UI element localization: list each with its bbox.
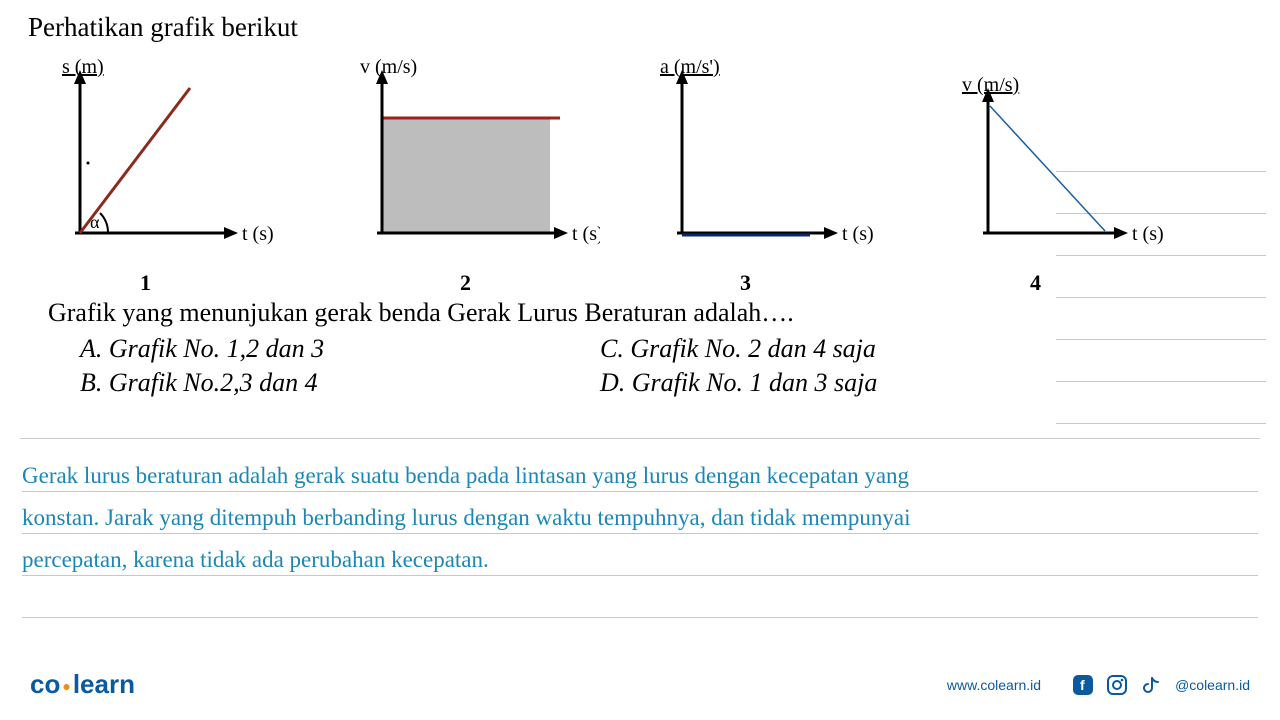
svg-text:α: α [90, 212, 100, 232]
explain-line-1: Gerak lurus beraturan adalah gerak suatu… [22, 463, 909, 489]
logo-learn: learn [73, 669, 135, 699]
chart1-xlabel: t (s) [242, 223, 274, 245]
chart4-ylabel: v (m/s) [962, 74, 1019, 96]
chart2-xlabel: t (s) [572, 223, 600, 245]
chart-4-number: 4 [1030, 270, 1041, 296]
option-a: A. Grafik No. 1,2 dan 3 [80, 334, 600, 364]
divider [20, 438, 1260, 439]
footer-right: www.colearn.id f @colearn.id [947, 675, 1250, 695]
explanation-block: Gerak lurus beraturan adalah gerak suatu… [22, 450, 1258, 618]
question-text: Grafik yang menunjukan gerak benda Gerak… [48, 298, 794, 328]
chart-4: v (m/s) t (s) 4 [960, 58, 1200, 268]
svg-text:f: f [1080, 677, 1085, 693]
chart-1-number: 1 [140, 270, 151, 296]
facebook-icon: f [1073, 675, 1093, 695]
explain-line-3: percepatan, karena tidak ada perubahan k… [22, 547, 489, 573]
chart1-ylabel: s (m) [62, 58, 104, 78]
tiktok-icon [1141, 675, 1161, 695]
logo-co: co [30, 669, 60, 699]
options-block: A. Grafik No. 1,2 dan 3 C. Grafik No. 2 … [80, 334, 1180, 402]
charts-row: α s (m) t (s) 1 v (m/s) t (s) 2 [60, 58, 1220, 278]
chart3-ylabel: a (m/s') [660, 58, 720, 78]
chart-2-number: 2 [460, 270, 471, 296]
explain-line-2: konstan. Jarak yang ditempuh berbanding … [22, 505, 911, 531]
chart-1: α s (m) t (s) 1 [60, 58, 300, 268]
chart-3: a (m/s') t (s) 3 [660, 58, 900, 268]
chart-2: v (m/s) t (s) 2 [360, 58, 600, 268]
option-c: C. Grafik No. 2 dan 4 saja [600, 334, 1120, 364]
chart4-xlabel: t (s) [1132, 223, 1164, 245]
logo: co●learn [30, 669, 135, 700]
chart3-xlabel: t (s) [842, 223, 874, 245]
chart2-ylabel: v (m/s) [360, 58, 417, 78]
option-b: B. Grafik No.2,3 dan 4 [80, 368, 600, 398]
footer: co●learn www.colearn.id f @colearn.id [30, 669, 1250, 700]
footer-url: www.colearn.id [947, 677, 1041, 693]
chart-3-number: 3 [740, 270, 751, 296]
logo-dot-icon: ● [62, 678, 70, 694]
footer-handle: @colearn.id [1175, 677, 1250, 693]
option-d: D. Grafik No. 1 dan 3 saja [600, 368, 1120, 398]
instagram-icon [1107, 675, 1127, 695]
page-title: Perhatikan grafik berikut [28, 12, 298, 43]
